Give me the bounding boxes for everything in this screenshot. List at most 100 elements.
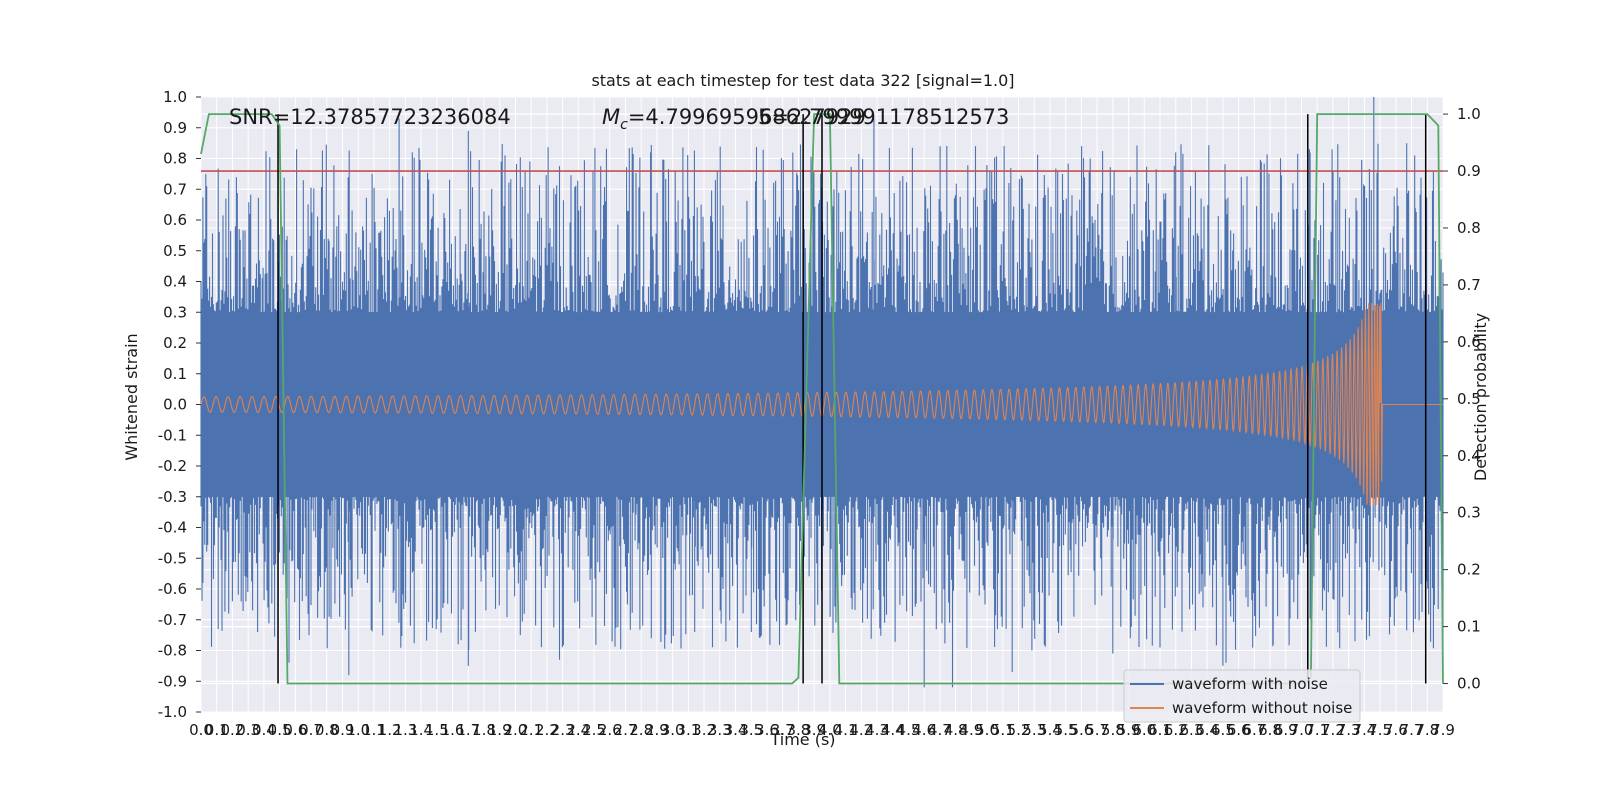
x-tick-label: 1.0 <box>346 721 370 739</box>
noisy-waveform-line <box>200 97 1444 688</box>
x-tick-label: 7.3 <box>1337 721 1361 739</box>
x-tick-label: 2.5 <box>582 721 606 739</box>
x-tick-label: 2.6 <box>598 721 622 739</box>
x-tick-label: 4.4 <box>881 721 905 739</box>
x-tick-label: 1.2 <box>378 721 402 739</box>
y-right-tick-label: 0.9 <box>1457 162 1481 180</box>
y-tick-label: 0.4 <box>163 273 187 291</box>
x-tick-label: 5.2 <box>1007 721 1031 739</box>
x-tick-label: 3.9 <box>802 721 826 739</box>
x-tick-label: 5.3 <box>1022 721 1046 739</box>
x-tick-label: 7.9 <box>1431 721 1455 739</box>
x-tick-label: 3.5 <box>739 721 763 739</box>
y-tick-label: -0.3 <box>158 488 187 506</box>
x-tick-label: 0.3 <box>236 721 260 739</box>
x-tick-label: 4.7 <box>928 721 952 739</box>
clean-waveform-line <box>200 303 1443 506</box>
x-tick-label: 2.1 <box>519 721 543 739</box>
x-tick-label: 6.4 <box>1195 721 1219 739</box>
y-tick-label: -0.1 <box>158 426 187 444</box>
x-tick-label: 4.6 <box>912 721 936 739</box>
x-tick-label: 0.7 <box>299 721 323 739</box>
x-tick-label: 5.0 <box>975 721 999 739</box>
x-tick-label: 6.6 <box>1227 721 1251 739</box>
y-tick-label: 1.0 <box>163 88 187 106</box>
x-tick-label: 1.6 <box>441 721 465 739</box>
x-tick-label: 6.0 <box>1132 721 1156 739</box>
x-tick-label: 2.3 <box>551 721 575 739</box>
y-tick-label: 0.5 <box>163 242 187 260</box>
x-tick-label: 5.6 <box>1069 721 1093 739</box>
x-axis-label: Time (s) <box>769 730 835 749</box>
x-tick-label: 3.6 <box>755 721 779 739</box>
x-tick-label: 2.7 <box>614 721 638 739</box>
x-tick-label: 4.0 <box>818 721 842 739</box>
y-tick-label: -0.4 <box>158 519 187 537</box>
x-tick-label: 7.6 <box>1384 721 1408 739</box>
y-right-tick-label: 0.8 <box>1457 219 1481 237</box>
y-right-tick-label: 0.4 <box>1457 447 1481 465</box>
x-tick-label: 5.4 <box>1038 721 1062 739</box>
x-tick-label: 0.8 <box>315 721 339 739</box>
x-tick-label: 7.7 <box>1400 721 1424 739</box>
x-tick-label: 4.2 <box>849 721 873 739</box>
legend-box <box>1123 669 1361 723</box>
x-tick-label: 1.8 <box>472 721 496 739</box>
x-tick-label: 4.9 <box>959 721 983 739</box>
chart-title: stats at each timestep for test data 322… <box>591 71 1014 90</box>
x-tick-label: 7.4 <box>1352 721 1376 739</box>
x-tick-label: 7.1 <box>1305 721 1329 739</box>
x-tick-label: 3.3 <box>708 721 732 739</box>
x-tick-label: 5.7 <box>1085 721 1109 739</box>
y-right-tick-label: 0.7 <box>1457 276 1481 294</box>
left-y-ticks: -1.0 -0.9 -0.8 -0.7 -0.6 -0.5 -0.4 -0.3 -0.2 -0.1… <box>158 88 201 721</box>
x-tick-label: 1.3 <box>393 721 417 739</box>
x-tick-label: 6.5 <box>1211 721 1235 739</box>
x-tick-label: 1.5 <box>425 721 449 739</box>
legend-label-clean: waveform without noise <box>1172 699 1352 717</box>
y-tick-label: 0.7 <box>163 180 187 198</box>
clean-waveform-series <box>200 303 1443 506</box>
x-tick-label: 3.4 <box>724 721 748 739</box>
y-right-tick-label: 0.5 <box>1457 390 1481 408</box>
x-tick-label: 6.8 <box>1258 721 1282 739</box>
chirp-mass-subscript: c <box>620 117 628 133</box>
x-tick-label: 4.8 <box>944 721 968 739</box>
probability-line <box>200 113 1444 685</box>
y-axis-label: Whitened strain <box>122 333 141 460</box>
probability-series <box>200 113 1444 685</box>
x-tick-label: 0.0 <box>189 721 213 739</box>
y-right-tick-label: 0.1 <box>1457 618 1481 636</box>
y-right-tick-label: 0.0 <box>1457 675 1481 693</box>
x-tick-label: 3.8 <box>786 721 810 739</box>
right-y-ticks: 0.0 0.1 0.2 0.3 0.4 0.5 0.6 0.7 0.8 0.9 1.0 <box>1443 105 1481 693</box>
x-tick-label: 6.3 <box>1180 721 1204 739</box>
y-right-tick-label: 1.0 <box>1457 105 1481 123</box>
y-axis-right-label: Detection probability <box>1471 313 1490 481</box>
x-tick-label: 6.1 <box>1148 721 1172 739</box>
x-tick-label: 4.3 <box>865 721 889 739</box>
x-ticks: 0.00.10.20.30.40.50.60.70.80.91.01.11.21… <box>189 721 1455 739</box>
x-tick-label: 4.1 <box>834 721 858 739</box>
x-tick-label: 1.9 <box>488 721 512 739</box>
x-tick-label: 3.1 <box>676 721 700 739</box>
x-tick-label: 0.5 <box>268 721 292 739</box>
x-tick-label: 0.1 <box>205 721 229 739</box>
x-tick-label: 2.4 <box>566 721 590 739</box>
y-tick-label: -0.9 <box>158 672 187 690</box>
x-tick-label: 1.4 <box>409 721 433 739</box>
legend-label-noisy: waveform with noise <box>1172 675 1328 693</box>
x-tick-label: 6.9 <box>1274 721 1298 739</box>
x-tick-label: 5.1 <box>991 721 1015 739</box>
y-right-tick-label: 0.2 <box>1457 561 1481 579</box>
x-tick-label: 5.9 <box>1117 721 1141 739</box>
x-tick-label: 7.8 <box>1415 721 1439 739</box>
y-tick-label: -1.0 <box>158 703 187 721</box>
y-tick-label: -0.8 <box>158 642 187 660</box>
x-tick-label: 2.0 <box>504 721 528 739</box>
y-tick-label: 0.6 <box>163 211 187 229</box>
y-tick-label: 0.9 <box>163 119 187 137</box>
x-tick-label: 7.0 <box>1290 721 1314 739</box>
y-tick-label: 0.8 <box>163 150 187 168</box>
